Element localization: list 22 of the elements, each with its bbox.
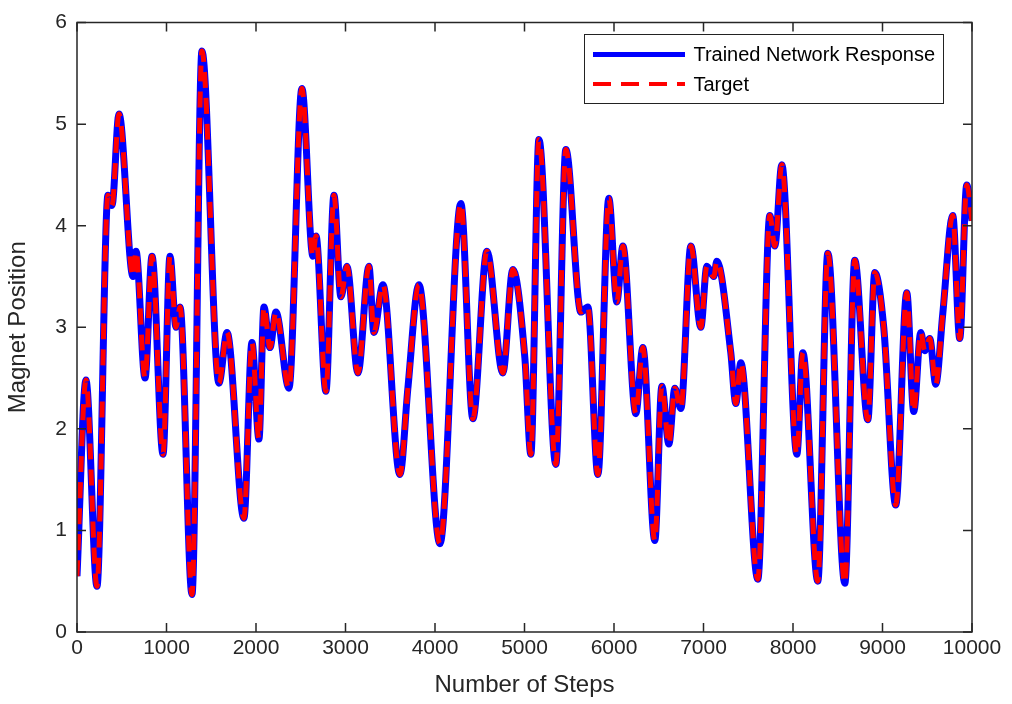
x-tick-label: 5000: [501, 635, 548, 659]
x-tick-label: 9000: [859, 635, 906, 659]
x-tick-label: 2000: [232, 635, 280, 659]
y-axis-title: Magnet Position: [3, 241, 31, 414]
x-tick-label: 6000: [590, 635, 638, 659]
x-tick-label: 8000: [769, 635, 817, 659]
x-tick-label: 0: [71, 635, 83, 659]
x-tick-label: 4000: [411, 635, 459, 659]
x-tick-label: 1000: [143, 635, 190, 659]
y-tick-label: 6: [55, 9, 67, 33]
y-tick-label: 3: [55, 314, 67, 338]
y-tick-label: 5: [55, 110, 67, 134]
x-tick-label: 10000: [942, 635, 1002, 659]
y-tick-label: 0: [55, 618, 67, 642]
x-tick-label: 3000: [322, 635, 369, 659]
legend-label: Trained Network Response: [693, 42, 935, 66]
y-tick-label: 4: [55, 212, 68, 236]
legend-label: Target: [693, 72, 749, 96]
x-tick-label: 7000: [680, 635, 727, 659]
y-tick-label: 2: [55, 415, 67, 439]
y-tick-label: 1: [55, 517, 67, 541]
x-axis-title: Number of Steps: [434, 670, 615, 698]
